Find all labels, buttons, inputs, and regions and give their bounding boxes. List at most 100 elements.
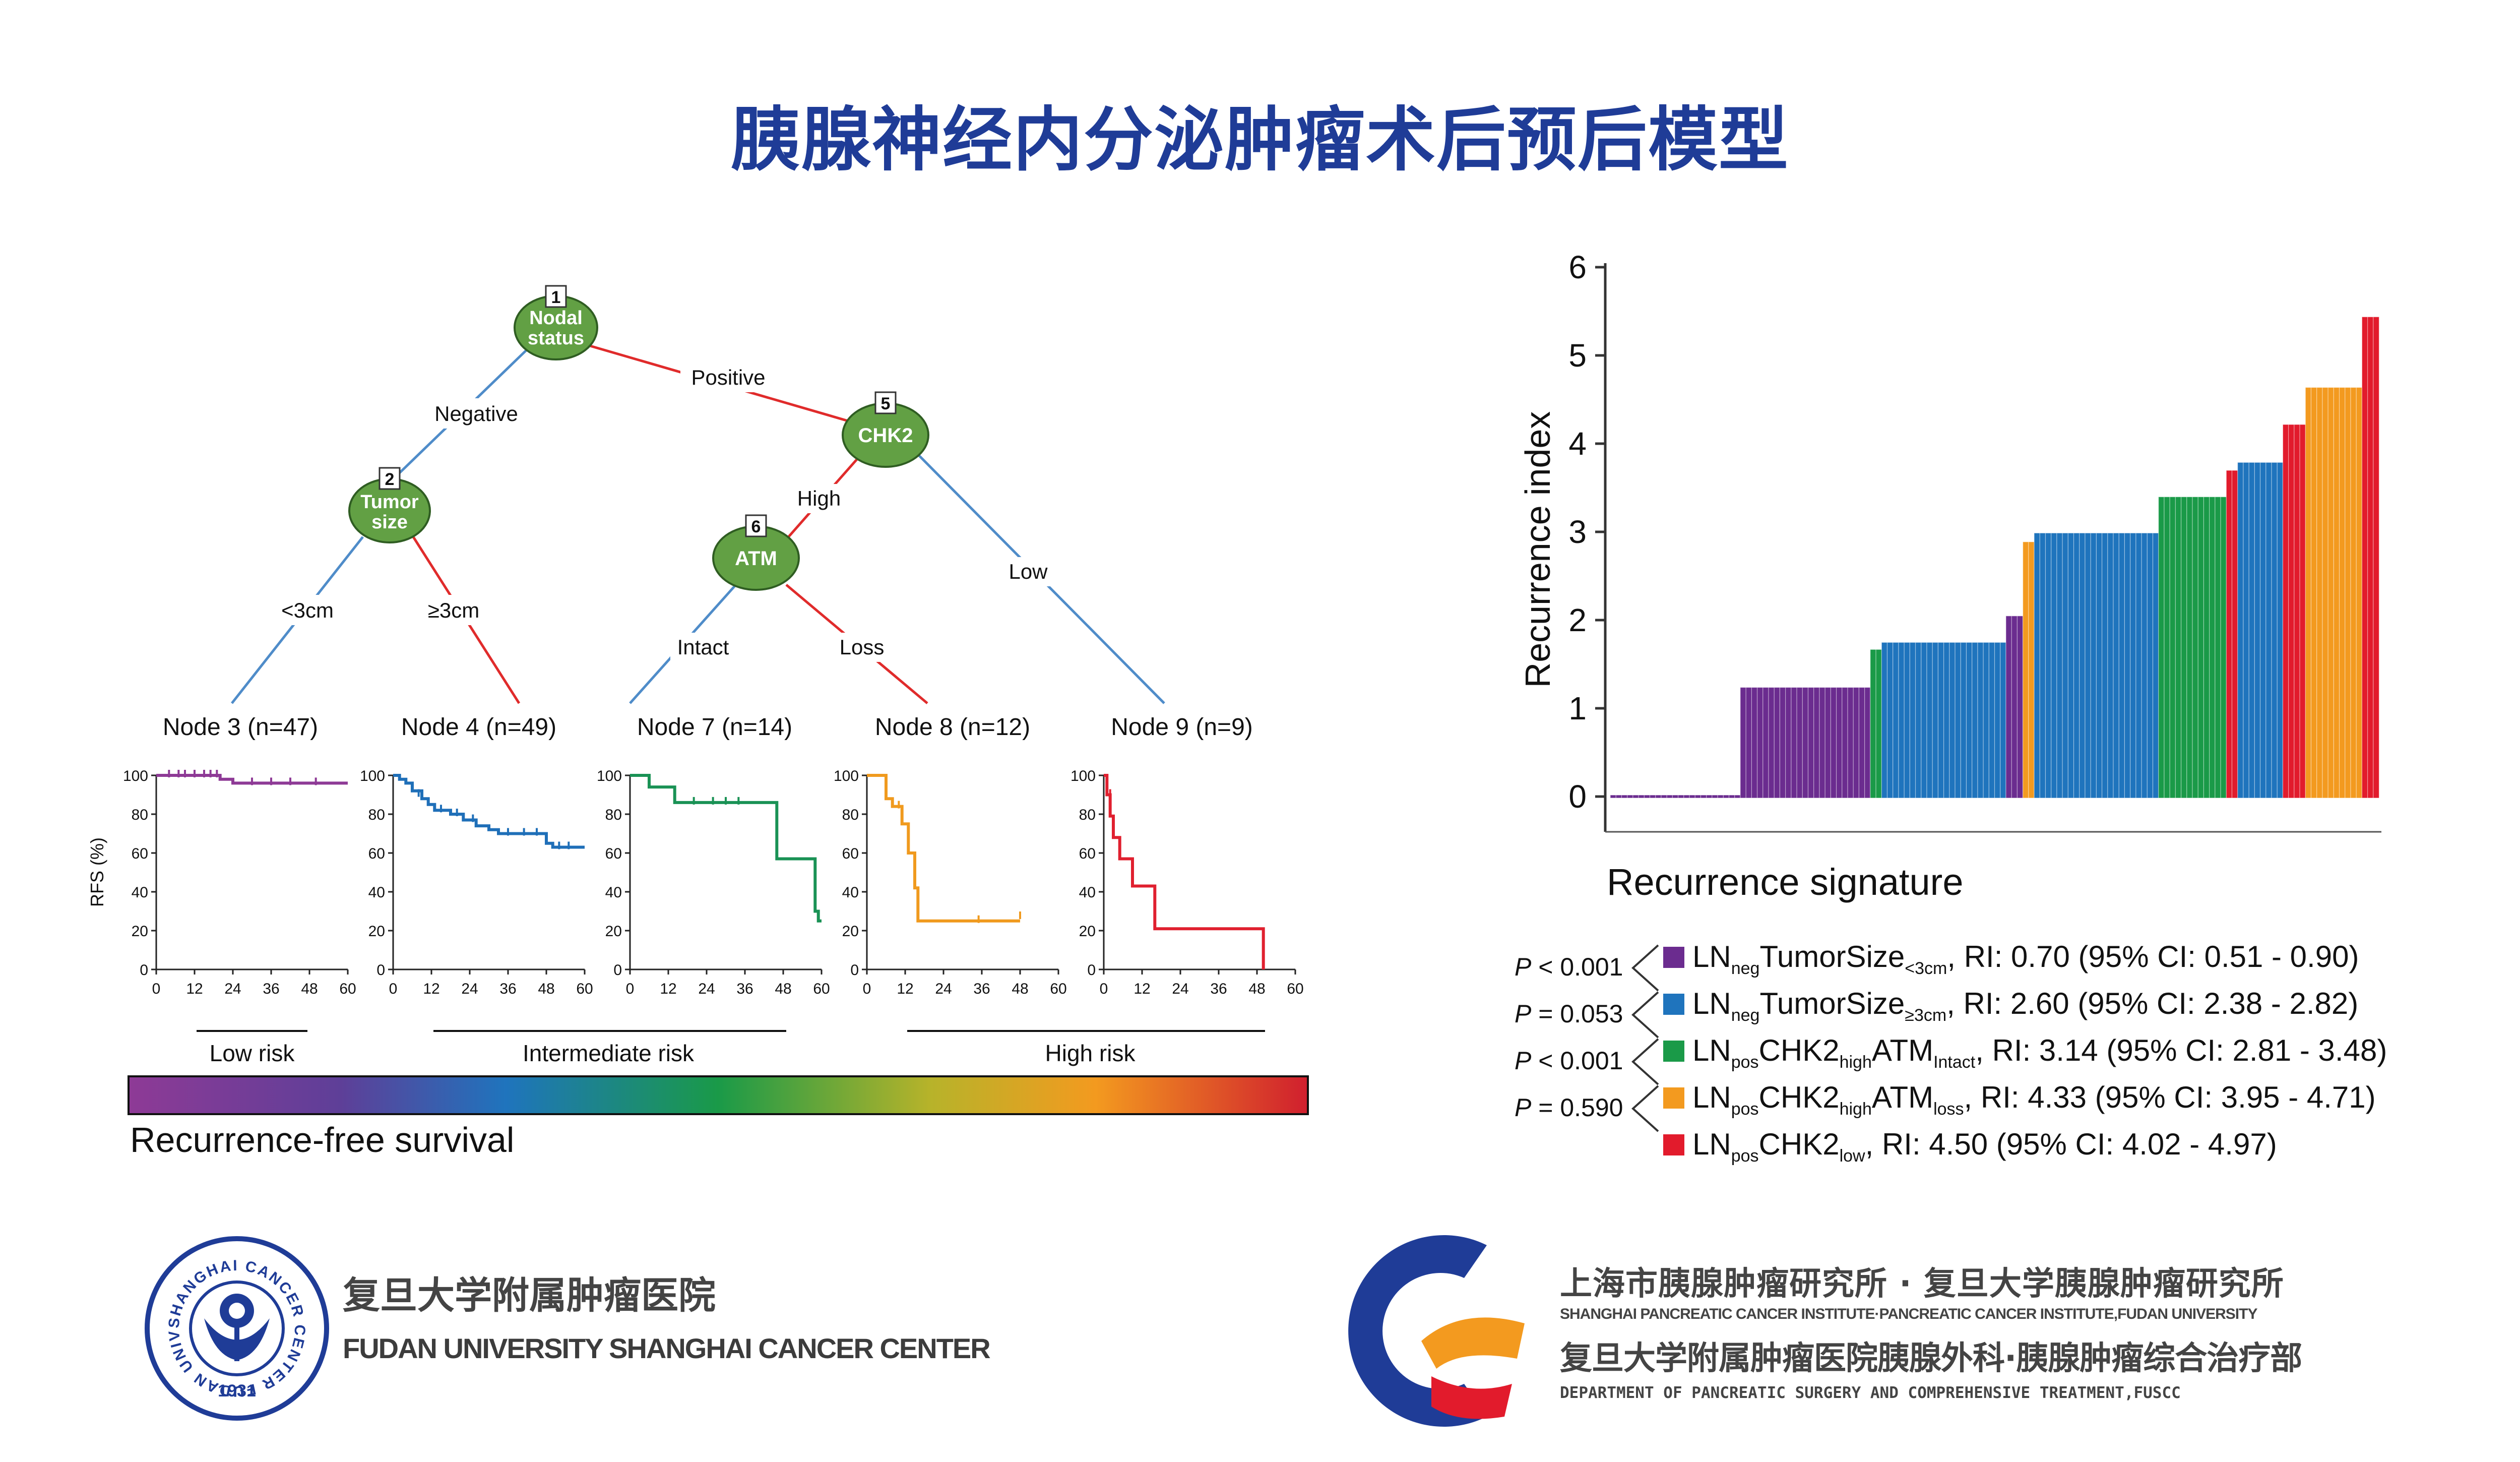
bar-mark	[2203, 496, 2210, 799]
bar-mark	[2062, 532, 2069, 799]
km-y-tick-label: 100	[123, 768, 148, 784]
bar-mark	[1836, 687, 1843, 799]
legend-text: CHK2	[1759, 1033, 1840, 1067]
km-panel-node3: 0 20 40 60 80 100 0 12 24 36 48 60	[123, 768, 356, 997]
node-label-line1: Nodal	[529, 308, 583, 329]
bar-mark	[1955, 642, 1962, 799]
p-value-label: P = 0.053	[1515, 1000, 1623, 1028]
tree-node-nodal-status: 1 Nodal status	[514, 285, 598, 360]
p-value: < 0.001	[1531, 1047, 1623, 1075]
legend-label: LNnegTumorSize<3cm, RI: 0.70 (95% CI: 0.…	[1692, 940, 2359, 978]
bar-xlabel: Recurrence signature	[1607, 861, 1963, 903]
bar-y-tick-label: 0	[1568, 778, 1587, 815]
km-x-tick-label: 12	[1133, 981, 1150, 997]
legend-item: LNnegTumorSize<3cm, RI: 0.70 (95% CI: 0.…	[1663, 940, 2359, 978]
km-x-tick-label: 24	[935, 981, 952, 997]
km-y-tick-label: 0	[140, 962, 148, 979]
svg-text:SHANGHAI CANCER CENTER FUDAN U: SHANGHAI CANCER CENTER FUDAN UNIVERSITY	[0, 0, 308, 1399]
p-value: = 0.053	[1531, 1000, 1623, 1028]
node-label-line1: Tumor	[360, 492, 419, 513]
bar-mark	[1853, 687, 1860, 799]
km-x-tick-label: 48	[301, 981, 318, 997]
bar-mark	[1666, 795, 1673, 799]
bar-mark	[2011, 616, 2018, 799]
km-y-tick-label: 60	[605, 845, 622, 862]
institute-en-line1: SHANGHAI PANCREATIC CANCER INSTITUTE·PAN…	[1560, 1306, 2257, 1322]
bar-mark	[2237, 462, 2244, 799]
node-number: 5	[881, 394, 891, 413]
p-value: < 0.001	[1531, 953, 1623, 981]
km-y-tick-label: 80	[368, 807, 385, 823]
legend-swatch	[1663, 1041, 1684, 1062]
bar-mark	[2028, 541, 2035, 799]
bar-mark	[2056, 532, 2063, 799]
bar-mark	[1791, 687, 1798, 799]
legend-swatch	[1663, 1134, 1684, 1155]
km-y-tick-label: 100	[834, 768, 859, 784]
bar-mark	[2135, 532, 2143, 799]
bar-mark	[1694, 795, 1702, 799]
bar-mark	[1774, 687, 1781, 799]
legend-item: LNnegTumorSize≥3cm, RI: 2.60 (95% CI: 2.…	[1663, 987, 2358, 1025]
km-y-tick-label: 0	[1087, 962, 1096, 979]
bar-mark	[1819, 687, 1826, 799]
bar-mark	[2101, 532, 2108, 799]
km-y-tick-label: 60	[842, 845, 859, 862]
node-number: 6	[751, 517, 761, 536]
node-number: 2	[385, 470, 395, 489]
km-y-tick-label: 60	[132, 845, 148, 862]
p-bracket	[1631, 1038, 1659, 1085]
bar-mark	[2356, 387, 2363, 799]
km-panel-node7: 0 20 40 60 80 100 0 12 24 36 48 60	[597, 768, 830, 997]
bar-mark	[1960, 642, 1967, 799]
legend-text: , RI: 4.50 (95% CI: 4.02 - 4.97)	[1865, 1127, 2277, 1161]
legend-text: LN	[1692, 1127, 1731, 1161]
p-symbol: P	[1515, 1047, 1532, 1075]
km-y-tick-label: 20	[368, 923, 385, 940]
legend-item: LNposCHK2low, RI: 4.50 (95% CI: 4.02 - 4…	[1663, 1127, 2277, 1166]
bar-mark	[1875, 649, 1882, 799]
risk-label-intermediate: Intermediate risk	[523, 1040, 695, 1066]
bar-mark	[1723, 795, 1730, 799]
p-value-label: P < 0.001	[1515, 953, 1623, 981]
bar-mark	[2294, 424, 2301, 799]
bar-mark	[1842, 687, 1849, 799]
legend-subscript: pos	[1731, 1053, 1759, 1072]
km-y-tick-label: 80	[1079, 807, 1096, 823]
legend-item: LNposCHK2highATMloss, RI: 4.33 (95% CI: …	[1663, 1080, 2376, 1119]
bar-mark	[1745, 687, 1752, 799]
bar-mark	[1610, 795, 1617, 799]
bar-mark	[2073, 532, 2080, 799]
km-x-tick-label: 36	[973, 981, 990, 997]
bar-mark	[2316, 387, 2323, 799]
bar-mark	[1909, 642, 1916, 799]
km-x-tick-label: 24	[1172, 981, 1188, 997]
bar-mark	[2192, 496, 2199, 799]
recurrence-bar-chart: 0 1 2 3 4 5 6	[1568, 249, 2381, 833]
bar-mark	[2169, 496, 2176, 799]
bar-mark	[1915, 642, 1922, 799]
institute-en-line2: DEPARTMENT OF PANCREATIC SURGERY AND COM…	[1560, 1384, 2181, 1402]
bar-mark	[1712, 795, 1719, 799]
terminal-node-8: Node 8 (n=12)	[875, 714, 1030, 741]
bar-mark	[1796, 687, 1803, 799]
fudan-cn-name: 复旦大学附属肿瘤医院	[343, 1274, 716, 1317]
bar-mark	[1921, 642, 1928, 799]
bar-y-tick-label: 5	[1568, 337, 1587, 374]
rfs-gradient-bar	[128, 1075, 1309, 1115]
terminal-node-3: Node 3 (n=47)	[163, 714, 318, 741]
bar-mark	[1904, 642, 1911, 799]
km-y-tick-label: 40	[842, 884, 859, 901]
km-x-tick-label: 36	[736, 981, 753, 997]
legend-label: LNnegTumorSize≥3cm, RI: 2.60 (95% CI: 2.…	[1692, 987, 2358, 1025]
bar-mark	[1627, 795, 1633, 799]
legend-subscript: neg	[1731, 959, 1760, 978]
bar-mark	[1638, 795, 1645, 799]
risk-label-low: Low risk	[210, 1040, 295, 1066]
edge-label-low: Low	[1009, 560, 1048, 583]
bar-mark	[1644, 795, 1651, 799]
legend-label: LNposCHK2highATMloss, RI: 4.33 (95% CI: …	[1692, 1080, 2376, 1119]
bar-mark	[2215, 496, 2222, 799]
